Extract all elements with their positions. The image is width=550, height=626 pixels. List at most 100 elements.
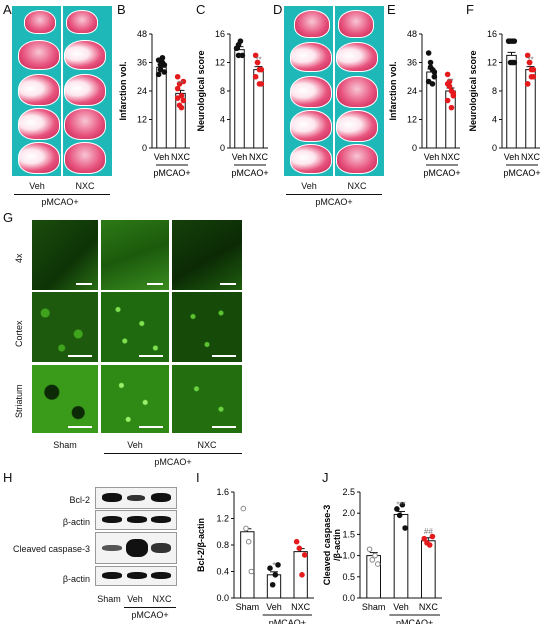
data-point (256, 81, 263, 87)
data-point (254, 59, 261, 66)
data-point (240, 505, 247, 512)
brain-slices-image-a (12, 6, 112, 176)
y-tick-label: 0 (220, 143, 225, 153)
group-label-nxc: NXC (152, 594, 172, 604)
y-tick-label: 1.0 (342, 551, 355, 561)
significance-marker: ** (527, 56, 533, 65)
data-point (159, 54, 166, 61)
group-divider (286, 194, 382, 195)
group-divider (104, 453, 242, 454)
x-tick-label: Sham (236, 602, 260, 612)
y-tick-label: 12 (215, 58, 225, 68)
group-label-pmcao: pMCAO+ (231, 168, 268, 178)
micrograph-sham-4x (32, 220, 98, 290)
blot-bcl2 (95, 487, 177, 509)
y-tick-label: 36 (137, 58, 147, 68)
group-label-nxc: NXC (197, 440, 217, 450)
group-label-pmcao: pMCAO+ (269, 618, 306, 624)
y-tick-label: 4 (492, 115, 497, 125)
y-tick-label: 0.5 (342, 572, 355, 582)
data-point (429, 81, 436, 87)
y-tick-label: 24 (137, 86, 147, 96)
micrograph-sham-striatum (32, 365, 98, 433)
data-point (399, 501, 406, 508)
group-label-pmcao: pMCAO+ (423, 168, 460, 178)
group-label-veh: Veh (301, 181, 317, 191)
y-tick-label: 2.5 (342, 487, 355, 497)
group-label-sham: Sham (97, 594, 121, 604)
x-tick-label: Veh (232, 152, 248, 162)
y-tick-label: 12 (487, 58, 497, 68)
x-tick-label: Sham (362, 602, 386, 612)
data-point (450, 90, 457, 97)
blot-label-bcl2: Bcl-2 (69, 495, 90, 505)
y-axis-label: Neurological score (196, 50, 206, 131)
blot-cleaved-caspase3 (95, 532, 177, 564)
micrograph-veh-cortex (101, 292, 169, 362)
data-point (174, 73, 181, 80)
y-tick-label: 8 (492, 86, 497, 96)
data-point (369, 557, 376, 563)
group-label-pmcao: pMCAO+ (131, 610, 169, 620)
panel-label-b: B (117, 2, 126, 17)
chart-b: Infarction vol. 0 12 24 36 48 Veh NXC ** pMCAO+ (118, 29, 191, 178)
panel-label-i: I (196, 470, 200, 485)
data-point (275, 562, 281, 568)
group-divider (14, 194, 110, 195)
data-point (301, 552, 308, 558)
y-tick-label: 0.8 (216, 540, 229, 550)
data-point (233, 45, 240, 52)
brain-slices-image-d (284, 6, 384, 176)
data-point (178, 104, 185, 111)
y-tick-label: 1.2 (216, 514, 229, 524)
data-point (528, 73, 535, 80)
y-axis-label: Cleaved caspase-3 (322, 505, 332, 586)
data-point (293, 538, 300, 545)
panel-label-f: F (466, 2, 474, 17)
y-tick-label: 0 (412, 143, 417, 153)
micrograph-nxc-cortex (172, 292, 242, 362)
y-tick-label: 16 (487, 29, 497, 39)
data-point (431, 69, 438, 75)
bar (234, 49, 245, 149)
x-tick-label: Veh (266, 602, 282, 612)
y-tick-label: 12 (137, 115, 147, 125)
data-point (444, 71, 451, 78)
data-point (174, 85, 181, 92)
data-point (174, 95, 181, 101)
y-tick-label: 0.0 (216, 593, 229, 603)
data-point (444, 81, 451, 87)
bar (506, 54, 517, 149)
micrograph-veh-striatum (101, 365, 169, 433)
data-point (374, 561, 381, 567)
y-tick-label: 36 (407, 58, 417, 68)
group-label-veh: Veh (29, 181, 45, 191)
panel-label-j: J (322, 470, 329, 485)
data-point (252, 73, 259, 80)
data-point (426, 542, 433, 548)
blot-bactin (95, 510, 177, 530)
data-point (394, 506, 400, 512)
bar (156, 66, 167, 149)
panel-label-g: G (3, 210, 14, 225)
group-label-pmcao: pMCAO+ (153, 168, 190, 178)
y-tick-label: 0 (492, 143, 497, 153)
y-tick-label: 1.6 (216, 487, 229, 497)
data-point (296, 545, 303, 552)
data-point (272, 572, 279, 578)
x-tick-label: NXC (249, 152, 269, 162)
blot-bactin-2 (95, 566, 177, 586)
panel-label-d: D (273, 2, 283, 17)
y-tick-label: 24 (407, 86, 417, 96)
y-tick-label: 0.4 (216, 567, 229, 577)
chart-j: Cleaved caspase-3/β-actin 0.0 0.5 1.0 1.5 2.0… (322, 487, 442, 624)
data-point (511, 59, 518, 66)
group-divider (124, 607, 176, 608)
significance-marker: ** (447, 77, 453, 86)
data-point (505, 38, 512, 44)
data-point (448, 104, 455, 111)
panel-label-h: H (3, 470, 13, 485)
y-axis-label: /β-actin (332, 529, 342, 561)
y-tick-label: 0.0 (342, 593, 355, 603)
data-point (155, 57, 162, 63)
